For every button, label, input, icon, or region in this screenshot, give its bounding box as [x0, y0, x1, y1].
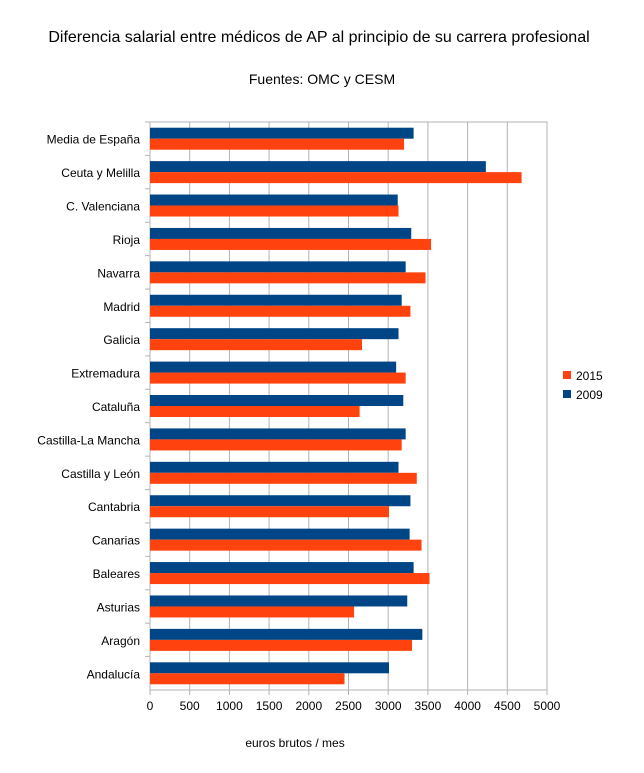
bar-2009 — [150, 662, 389, 674]
legend-label-2009: 2009 — [576, 388, 603, 402]
bar-2009 — [150, 328, 399, 340]
bar-2015 — [150, 372, 406, 384]
category-label: Madrid — [103, 300, 140, 314]
bar-2009 — [150, 562, 414, 574]
category-label: Castilla y León — [61, 467, 140, 481]
legend-swatch-2009 — [563, 390, 571, 398]
x-tick-label: 3000 — [375, 699, 402, 713]
x-tick-label: 4000 — [454, 699, 481, 713]
legend-swatch-2015 — [563, 371, 571, 379]
x-tick-label: 1500 — [256, 699, 283, 713]
bar-2009 — [150, 461, 399, 473]
bar-2009 — [150, 395, 404, 406]
bar-2015 — [150, 305, 411, 317]
bar-2009 — [150, 294, 402, 306]
bar-2015 — [150, 172, 522, 184]
legend-label-2015: 2015 — [576, 369, 603, 383]
bar-2015 — [150, 606, 355, 618]
x-tick-label: 2500 — [335, 699, 362, 713]
x-tick-label: 500 — [180, 699, 200, 713]
bar-2009 — [150, 495, 411, 507]
x-tick-label: 5000 — [534, 699, 561, 713]
bar-2015 — [150, 539, 422, 551]
bar-2009 — [150, 361, 397, 373]
category-label: Rioja — [113, 233, 141, 247]
x-tick-label: 0 — [147, 699, 154, 713]
bar-2015 — [150, 138, 405, 150]
bar-2009 — [150, 227, 412, 239]
x-tick-label: 4500 — [494, 699, 521, 713]
bar-2009 — [150, 428, 406, 440]
bar-2015 — [150, 339, 362, 351]
bar-2015 — [150, 439, 402, 451]
x-tick-label: 3500 — [415, 699, 442, 713]
category-label: Navarra — [97, 266, 140, 280]
category-label: Andalucía — [87, 667, 141, 681]
bar-2009 — [150, 528, 410, 540]
bar-2015 — [150, 205, 399, 217]
category-label: Baleares — [93, 567, 140, 581]
chart-subtitle: Fuentes: OMC y CESM — [249, 71, 395, 87]
bar-2015 — [150, 406, 360, 417]
bar-2015 — [150, 573, 430, 585]
category-label: Galicia — [103, 333, 140, 347]
category-label: Asturias — [97, 600, 140, 614]
category-label: Aragón — [101, 634, 140, 648]
bar-2015 — [150, 639, 413, 651]
bar-2009 — [150, 595, 408, 607]
category-label: Extremadura — [71, 367, 140, 381]
chart-title: Diferencia salarial entre médicos de AP … — [48, 29, 589, 46]
bar-2015 — [150, 238, 432, 250]
bar-2009 — [150, 261, 406, 273]
category-label: Cataluña — [92, 400, 140, 414]
x-tick-label: 2000 — [295, 699, 322, 713]
bar-2015 — [150, 472, 417, 484]
bar-2015 — [150, 272, 426, 284]
x-axis-label: euros brutos / mes — [245, 736, 344, 750]
bar-2015 — [150, 506, 389, 518]
category-label: Cantabria — [88, 500, 140, 514]
category-label: Media de España — [47, 133, 141, 147]
category-label: Castilla-La Mancha — [37, 433, 140, 447]
category-label: Ceuta y Melilla — [61, 166, 140, 180]
bar-2009 — [150, 628, 423, 640]
category-label: Canarias — [92, 534, 140, 548]
bar-2009 — [150, 127, 414, 139]
x-tick-label: 1000 — [216, 699, 243, 713]
bar-2015 — [150, 673, 345, 685]
bar-2009 — [150, 194, 398, 206]
bar-2009 — [150, 161, 486, 173]
category-label: C. Valenciana — [66, 200, 140, 214]
